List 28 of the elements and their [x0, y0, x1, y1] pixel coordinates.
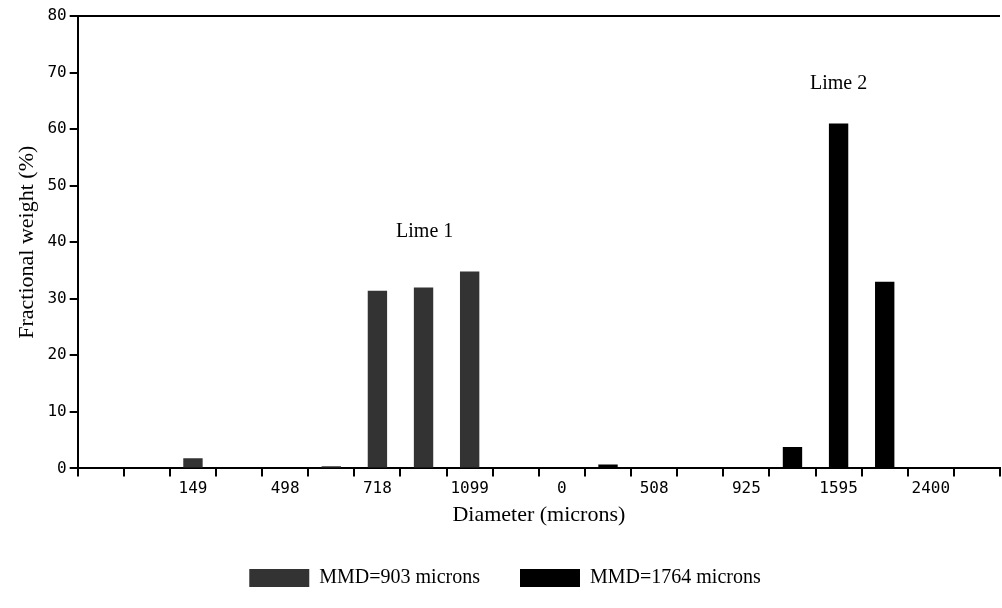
y-tick-label: 30	[47, 287, 67, 307]
legend-label: MMD=1764 microns	[590, 565, 761, 588]
y-tick-label: 70	[47, 61, 67, 81]
legend-label: MMD=903 microns	[319, 565, 481, 588]
x-tick-label: 508	[639, 478, 669, 498]
x-tick-label: 2400	[911, 478, 951, 498]
x-tick-label: 149	[178, 478, 208, 498]
annotation: Lime 2	[809, 70, 868, 93]
bar	[413, 287, 434, 468]
y-tick-label: 40	[47, 231, 67, 251]
y-tick-label: 20	[47, 344, 67, 364]
bar	[459, 271, 480, 468]
x-tick-label: 498	[270, 478, 300, 498]
y-tick-label: 50	[47, 174, 67, 194]
y-tick-label: 0	[57, 457, 67, 477]
x-tick-label: 1595	[819, 478, 858, 498]
bar	[183, 458, 203, 468]
y-tick-label: 80	[47, 5, 67, 25]
y-tick-label: 60	[47, 118, 67, 138]
x-tick-label: 718	[362, 478, 392, 498]
y-tick-label: 10	[47, 401, 67, 421]
x-tick-label: 925	[731, 478, 761, 498]
x-tick-label: 0	[557, 478, 567, 498]
bar	[367, 290, 388, 468]
x-axis-title: Diameter (microns)	[452, 500, 626, 526]
y-axis-title: Fractional weight (%)	[12, 145, 38, 339]
x-tick-label: 1099	[450, 478, 489, 498]
annotation: Lime 1	[396, 218, 454, 241]
